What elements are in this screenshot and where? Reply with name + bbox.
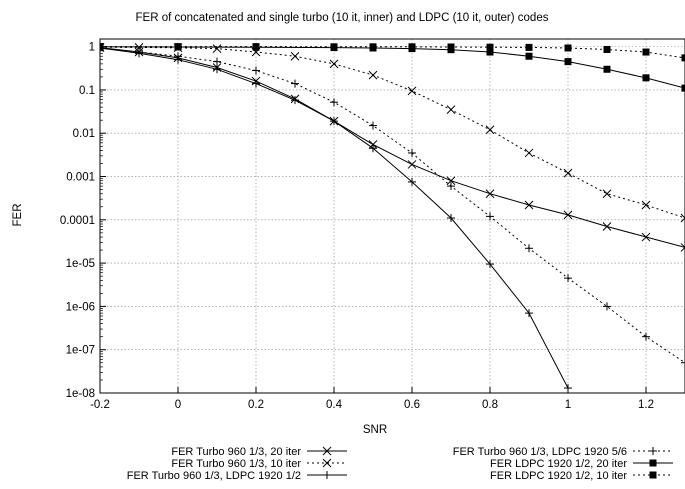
y-tick-label: 0.001 bbox=[66, 172, 95, 184]
data-point bbox=[681, 84, 685, 92]
legend-label: FER Turbo 960 1/3, LDPC 1920 5/6 bbox=[453, 446, 627, 458]
data-point bbox=[641, 232, 651, 242]
data-point bbox=[680, 243, 685, 249]
data-point bbox=[680, 217, 685, 223]
x-tick-label: 0.8 bbox=[482, 399, 498, 411]
data-point bbox=[212, 44, 222, 53]
data-point bbox=[486, 43, 494, 51]
data-point bbox=[408, 43, 416, 51]
series-6 bbox=[100, 43, 685, 62]
legend-entry: FER Turbo 960 1/3, 10 iter bbox=[171, 458, 347, 470]
legend-marker bbox=[649, 471, 657, 479]
data-point bbox=[525, 43, 533, 51]
x-axis-label: SNR bbox=[363, 424, 387, 436]
data-point bbox=[368, 70, 378, 80]
data-point bbox=[602, 189, 612, 199]
x-tick-label: 0.6 bbox=[404, 399, 420, 411]
x-tick-label: 0.4 bbox=[326, 399, 343, 411]
data-point bbox=[174, 43, 182, 51]
data-point bbox=[680, 246, 685, 252]
data-point bbox=[369, 43, 377, 51]
data-point bbox=[446, 176, 456, 186]
data-point bbox=[564, 58, 572, 66]
data-point bbox=[524, 200, 534, 210]
x-tick-label: 1 bbox=[565, 399, 571, 411]
data-point bbox=[485, 125, 495, 135]
data-point bbox=[602, 222, 612, 231]
grid bbox=[100, 39, 685, 394]
data-point bbox=[329, 59, 339, 69]
data-point bbox=[486, 48, 494, 56]
series-line bbox=[100, 46, 685, 89]
x-tick-label: 1.2 bbox=[638, 399, 654, 411]
data-point bbox=[100, 43, 104, 51]
legend-label: FER Turbo 960 1/3, 10 iter bbox=[171, 458, 301, 470]
y-tick-label: 0.0001 bbox=[60, 215, 95, 227]
data-point bbox=[603, 45, 611, 53]
data-point bbox=[485, 189, 495, 199]
data-point bbox=[524, 148, 534, 158]
data-point bbox=[680, 213, 685, 219]
x-tick-label: 0 bbox=[175, 399, 181, 411]
data-point bbox=[252, 43, 260, 51]
y-tick-label: 1 bbox=[89, 42, 95, 54]
data-point bbox=[525, 52, 533, 60]
data-point bbox=[563, 168, 573, 178]
legend-label: FER LDPC 1920 1/2, 20 iter bbox=[490, 458, 627, 470]
y-tick-label: 1e-08 bbox=[66, 388, 95, 400]
data-point bbox=[641, 200, 651, 210]
data-point bbox=[446, 105, 456, 115]
y-tick-label: 0.1 bbox=[79, 85, 95, 97]
data-point bbox=[642, 48, 650, 56]
data-point bbox=[681, 54, 685, 62]
y-tick-label: 1e-07 bbox=[66, 345, 95, 357]
data-point bbox=[564, 44, 572, 52]
y-tick-label: 0.01 bbox=[73, 128, 95, 140]
data-point bbox=[290, 51, 300, 61]
legend-marker bbox=[322, 446, 332, 456]
data-point bbox=[330, 43, 338, 51]
legend-label: FER Turbo 960 1/3, 20 iter bbox=[171, 446, 301, 458]
data-point bbox=[407, 86, 417, 96]
plot-frame bbox=[99, 38, 685, 394]
y-axis-label: FER bbox=[12, 204, 24, 227]
data-point bbox=[447, 43, 455, 51]
series-2 bbox=[100, 42, 685, 223]
x-tick-label: 0.2 bbox=[248, 399, 264, 411]
legend-marker bbox=[322, 458, 332, 468]
series-5 bbox=[100, 43, 685, 92]
x-tick-label: -0.2 bbox=[90, 399, 110, 411]
legend-label: FER LDPC 1920 1/2, 10 iter bbox=[490, 470, 627, 482]
data-point bbox=[563, 210, 573, 220]
series-1 bbox=[100, 43, 685, 252]
legend-label: FER Turbo 960 1/3, LDPC 1920 1/2 bbox=[127, 470, 301, 482]
series-4 bbox=[100, 44, 685, 367]
legend-entry: FER LDPC 1920 1/2, 20 iter bbox=[490, 458, 673, 470]
series-line bbox=[100, 47, 685, 364]
series-line bbox=[100, 47, 685, 248]
series-lines bbox=[100, 42, 685, 393]
legend-entry: FER Turbo 960 1/3, LDPC 1920 1/2 bbox=[127, 470, 347, 482]
legend-entry: FER Turbo 960 1/3, LDPC 1920 5/6 bbox=[453, 446, 673, 458]
series-line bbox=[100, 46, 685, 219]
data-point bbox=[603, 65, 611, 73]
y-tick-label: 1e-06 bbox=[66, 301, 95, 313]
legend-entry: FER LDPC 1920 1/2, 10 iter bbox=[490, 470, 673, 482]
legend-marker bbox=[649, 459, 657, 467]
y-tick-label: 1e-05 bbox=[66, 258, 95, 270]
axes: -0.2 0 0.2 0.4 0.6 0.8 1 1.2 1 0.1 0.01 0.001 0.0001… bbox=[60, 38, 685, 411]
chart-title: FER of concatenated and single turbo (10… bbox=[136, 12, 549, 24]
legend-entry: FER Turbo 960 1/3, 20 iter bbox=[171, 446, 347, 458]
data-point bbox=[642, 74, 650, 82]
data-point bbox=[407, 160, 417, 169]
